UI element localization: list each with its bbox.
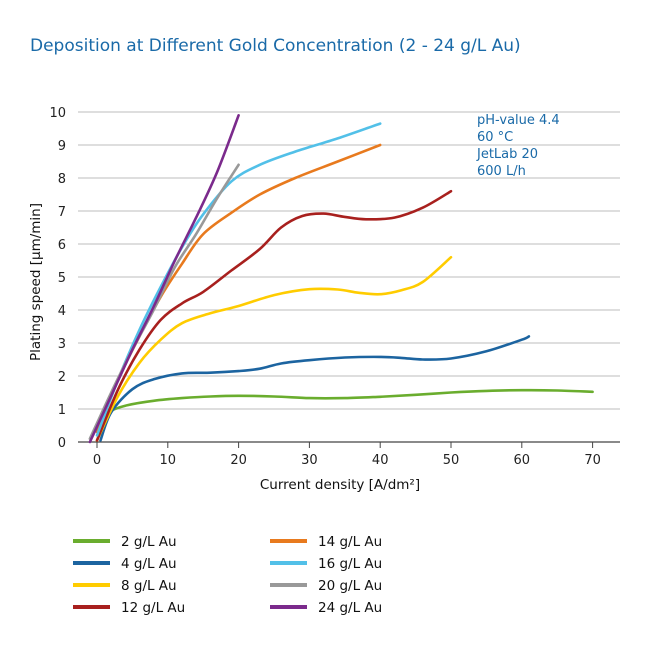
- series-line-24-g-l-au: [88, 114, 240, 444]
- legend-label-14-g-l-au: 14 g/L Au: [318, 534, 382, 550]
- y-tick-label: 1: [58, 403, 66, 418]
- legend-label-12-g-l-au: 12 g/L Au: [121, 600, 185, 616]
- x-tick-label: 10: [160, 453, 177, 468]
- y-tick-label: 0: [58, 436, 66, 451]
- x-tick-label: 40: [372, 453, 389, 468]
- y-tick-label: 7: [58, 205, 66, 220]
- grid-lines: [78, 111, 620, 443]
- x-tick-label: 0: [93, 453, 101, 468]
- x-tick-label: 20: [230, 453, 247, 468]
- y-tick-label: 10: [49, 106, 66, 121]
- series-line-12-g-l-au: [95, 189, 453, 442]
- condition-annotation: JetLab 20: [476, 147, 538, 162]
- series-line-8-g-l-au: [95, 255, 453, 442]
- legend-label-24-g-l-au: 24 g/L Au: [318, 600, 382, 616]
- legend-label-8-g-l-au: 8 g/L Au: [121, 578, 177, 594]
- legend-label-2-g-l-au: 2 g/L Au: [121, 534, 177, 550]
- chart-title: Deposition at Different Gold Concentrati…: [30, 36, 521, 56]
- x-axis-label: Current density [A/dm²]: [260, 477, 420, 493]
- y-tick-label: 2: [58, 370, 66, 385]
- y-tick-label: 3: [58, 337, 66, 352]
- series-line-4-g-l-au: [99, 335, 531, 442]
- x-tick-label: 30: [301, 453, 318, 468]
- condition-annotation: 600 L/h: [477, 164, 526, 179]
- series-lines: [88, 114, 594, 444]
- y-tick-label: 6: [58, 238, 66, 253]
- series-line-2-g-l-au: [99, 388, 594, 421]
- x-tick-label: 70: [584, 453, 601, 468]
- y-tick-label: 8: [58, 172, 66, 187]
- condition-annotation: pH-value 4.4: [477, 113, 560, 128]
- y-tick-label: 4: [58, 304, 66, 319]
- legend-label-4-g-l-au: 4 g/L Au: [121, 556, 177, 572]
- y-tick-label: 9: [58, 139, 66, 154]
- legend: 2 g/L Au 4 g/L Au 8 g/L Au 12 g/L Au 14 g/L …: [73, 534, 382, 616]
- y-tick-label: 5: [58, 271, 66, 286]
- series-line-16-g-l-au: [95, 122, 382, 437]
- annotations: pH-value 4.4 60 °C JetLab 20 600 L/h: [476, 113, 560, 179]
- y-axis-label: Plating speed [µm/min]: [28, 203, 44, 361]
- axes: 0 1 2 3 4 5 6 7 8 9 10 0 10 20 30 40 50 60 70 Current densi…: [28, 106, 601, 493]
- legend-label-20-g-l-au: 20 g/L Au: [318, 578, 382, 594]
- condition-annotation: 60 °C: [477, 130, 513, 145]
- x-tick-label: 50: [443, 453, 460, 468]
- x-tick-label: 60: [514, 453, 531, 468]
- legend-label-16-g-l-au: 16 g/L Au: [318, 556, 382, 572]
